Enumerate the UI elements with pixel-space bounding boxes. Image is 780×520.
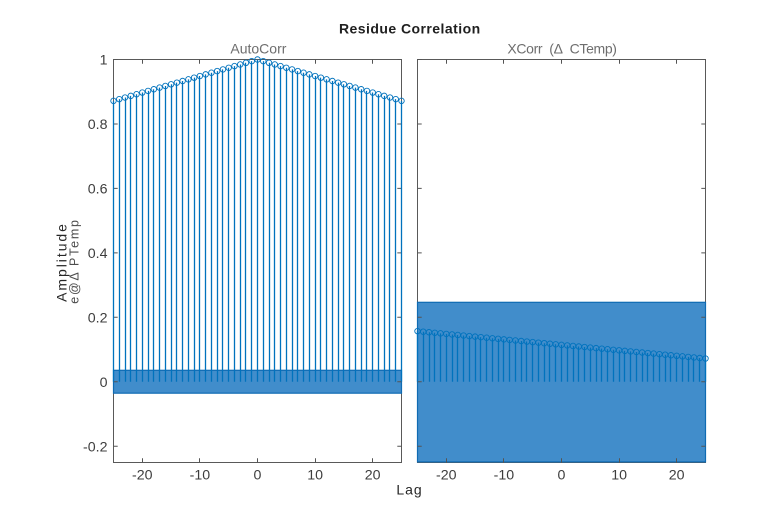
svg-text:10: 10 [307, 467, 323, 483]
svg-text:e@Δ PTemp: e@Δ PTemp [68, 218, 82, 303]
svg-text:10: 10 [611, 467, 627, 483]
svg-text:20: 20 [365, 467, 381, 483]
svg-text:-20: -20 [436, 467, 457, 483]
svg-text:0.8: 0.8 [88, 117, 108, 133]
svg-text:0.2: 0.2 [88, 310, 108, 326]
svg-text:1: 1 [100, 53, 108, 69]
svg-text:Amplitude: Amplitude [54, 222, 70, 302]
svg-text:20: 20 [669, 467, 685, 483]
svg-text:-10: -10 [190, 467, 211, 483]
svg-text:-10: -10 [494, 467, 515, 483]
svg-text:0.6: 0.6 [88, 182, 108, 198]
svg-text:Lag: Lag [396, 481, 422, 497]
svg-text:0: 0 [100, 375, 108, 391]
svg-text:-20: -20 [132, 467, 153, 483]
svg-text:-0.2: -0.2 [83, 439, 108, 455]
svg-text:0.4: 0.4 [88, 246, 108, 262]
svg-text:0: 0 [254, 467, 262, 483]
svg-text:Residue Correlation: Residue Correlation [339, 20, 481, 36]
svg-text:AutoCorr: AutoCorr [230, 40, 286, 56]
svg-text:0: 0 [558, 467, 566, 483]
svg-text:XCorr (Δ CTemp): XCorr (Δ CTemp) [507, 40, 616, 56]
